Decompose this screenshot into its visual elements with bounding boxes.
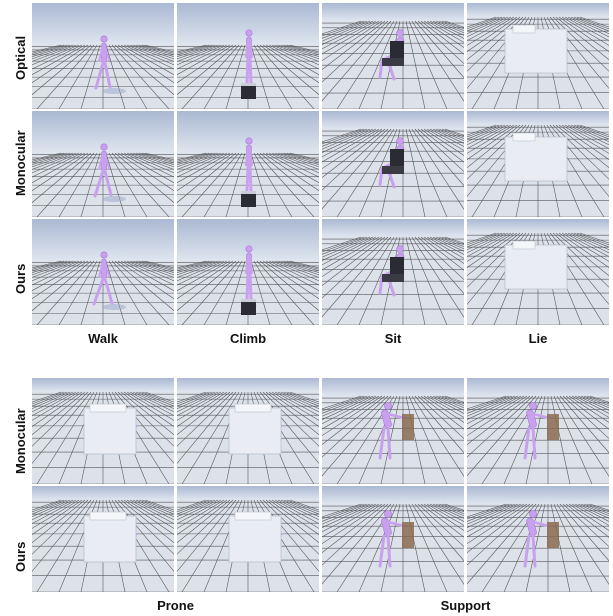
sky (177, 486, 319, 500)
scene-support-row2-col4 (467, 486, 609, 592)
scene-sit-row1-image (322, 3, 464, 109)
scene-support-row2-col3 (322, 486, 464, 592)
row-label-ours-bottom: Ours (13, 541, 28, 572)
character (245, 29, 253, 85)
scene-sit-row2-image (322, 111, 464, 217)
row-label-monocular-top: Monocular (13, 130, 28, 196)
scene-lie-row3-image (467, 219, 609, 325)
scene-support-row2-col4-image (467, 486, 609, 592)
character (245, 245, 253, 301)
floor-grid (322, 236, 464, 325)
scene-climb-row1-image (177, 3, 319, 109)
scene-sit-row3 (322, 219, 464, 325)
scene-walk-row1-image (32, 3, 174, 109)
sky (177, 378, 319, 392)
character (523, 402, 551, 460)
scene-walk-row3 (32, 219, 174, 325)
scene-lie-row3 (467, 219, 609, 325)
sky (322, 111, 464, 129)
row-label-optical: Optical (13, 35, 28, 80)
bed (504, 28, 568, 74)
character (245, 137, 253, 193)
bed (228, 407, 282, 455)
sky (467, 219, 609, 233)
character (93, 143, 113, 198)
floor-grid (322, 503, 464, 592)
col-label-climb: Climb (229, 331, 267, 346)
scene-prone-row2-col2 (177, 486, 319, 592)
character (94, 35, 112, 90)
sky (322, 486, 464, 504)
support-prop (402, 522, 414, 548)
sky (467, 3, 609, 17)
sky (467, 486, 609, 504)
scene-climb-row2 (177, 111, 319, 217)
col-label-sit: Sit (384, 331, 402, 346)
sky (32, 486, 174, 500)
scene-prone-row1-col2-image (177, 378, 319, 484)
floor-grid (322, 395, 464, 484)
sky (467, 378, 609, 396)
bed (83, 515, 137, 563)
scene-support-row2-col3-image (322, 486, 464, 592)
floor-grid (467, 503, 609, 592)
scene-prone-row2-col2-image (177, 486, 319, 592)
col-label-lie: Lie (528, 331, 548, 346)
scene-walk-row2-image (32, 111, 174, 217)
character (92, 251, 114, 306)
scene-sit-row3-image (322, 219, 464, 325)
scene-climb-row2-image (177, 111, 319, 217)
col-label-walk: Walk (88, 331, 118, 346)
scene-sit-row2 (322, 111, 464, 217)
scene-prone-row2-col1 (32, 486, 174, 592)
character (378, 402, 406, 460)
bed (83, 407, 137, 455)
sky (32, 378, 174, 392)
scene-walk-row1 (32, 3, 174, 109)
floor-grid (177, 152, 319, 217)
scene-lie-row1 (467, 3, 609, 109)
scene-support-row1-col3-image (322, 378, 464, 484)
floor-grid (32, 260, 174, 325)
character (523, 510, 551, 568)
floor-grid (467, 395, 609, 484)
character (378, 510, 406, 568)
scene-walk-row3-image (32, 219, 174, 325)
bed (504, 244, 568, 290)
scene-support-row1-col4 (467, 378, 609, 484)
scene-lie-row1-image (467, 3, 609, 109)
floor-grid (177, 391, 319, 484)
floor-grid (177, 44, 319, 109)
sky (467, 111, 609, 125)
support-prop (402, 414, 414, 440)
scene-walk-row2 (32, 111, 174, 217)
scene-prone-row2-col1-image (32, 486, 174, 592)
group-label-prone: Prone (157, 598, 194, 613)
sky (322, 378, 464, 396)
step-box (241, 193, 256, 207)
row-label-monocular-bottom: Monocular (13, 408, 28, 474)
step-box (241, 85, 256, 99)
row-label-ours-top: Ours (13, 263, 28, 294)
scene-prone-row1-col2 (177, 378, 319, 484)
scene-support-row1-col4-image (467, 378, 609, 484)
group-label-support: Support (440, 598, 491, 613)
scene-prone-row1-col1-image (32, 378, 174, 484)
scene-climb-row1 (177, 3, 319, 109)
bed (228, 515, 282, 563)
scene-support-row1-col3 (322, 378, 464, 484)
sky (322, 219, 464, 237)
scene-lie-row2-image (467, 111, 609, 217)
scene-sit-row1 (322, 3, 464, 109)
support-prop (547, 414, 559, 440)
sky (322, 3, 464, 21)
bed (504, 136, 568, 182)
scene-prone-row1-col1 (32, 378, 174, 484)
scene-climb-row3 (177, 219, 319, 325)
step-box (241, 301, 256, 315)
scene-climb-row3-image (177, 219, 319, 325)
support-prop (547, 522, 559, 548)
scene-lie-row2 (467, 111, 609, 217)
